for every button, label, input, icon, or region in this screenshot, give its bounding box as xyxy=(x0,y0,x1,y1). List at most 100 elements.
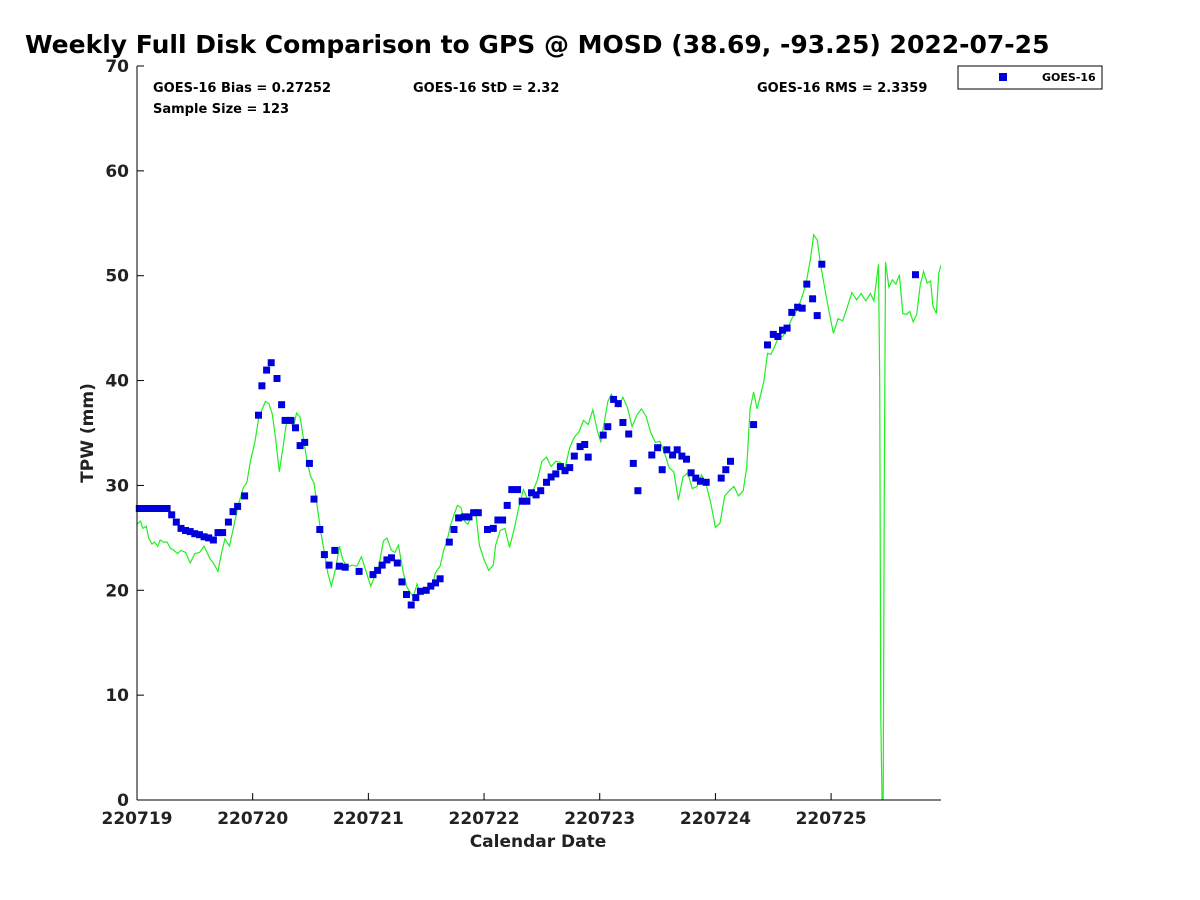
goes16-point xyxy=(196,531,203,539)
goes16-point xyxy=(717,474,725,482)
goes16-point xyxy=(581,441,589,448)
goes16-point xyxy=(214,529,222,537)
y-tick-label: 70 xyxy=(105,57,129,77)
goes16-point xyxy=(460,513,468,521)
goes16-point xyxy=(584,453,592,461)
goes16-point xyxy=(281,416,289,424)
goes16-point xyxy=(561,467,569,475)
goes16-point xyxy=(229,508,237,516)
goes16-point xyxy=(629,459,637,467)
x-axis-label: Calendar Date xyxy=(470,832,607,852)
goes16-point xyxy=(683,455,690,463)
goes16-point xyxy=(241,492,249,500)
goes16-point xyxy=(341,563,349,571)
y-axis-label: TPW (mm) xyxy=(78,383,98,483)
goes16-point xyxy=(305,459,313,467)
plot-frame xyxy=(137,66,941,800)
goes16-point xyxy=(191,530,199,538)
goes16-point xyxy=(465,513,473,521)
goes16-point xyxy=(331,546,339,554)
goes16-point xyxy=(818,260,826,268)
goes16-point xyxy=(543,478,550,486)
goes16-point xyxy=(335,562,343,570)
goes16-point xyxy=(783,324,791,332)
goes16-point xyxy=(537,487,545,495)
goes16-point xyxy=(436,575,444,583)
goes16-point xyxy=(678,452,686,460)
goes16-point xyxy=(182,527,190,534)
goes16-point xyxy=(145,505,153,512)
x-tick-label: 220719 xyxy=(102,809,173,829)
x-tick-label: 220723 xyxy=(564,809,635,829)
goes16-point xyxy=(727,457,734,465)
goes16-point xyxy=(263,366,271,374)
goes16-point xyxy=(658,466,666,474)
goes16-point xyxy=(494,516,502,524)
goes16-point xyxy=(416,587,424,595)
goes16-point xyxy=(388,554,395,562)
x-tick-label: 220720 xyxy=(217,809,288,829)
goes16-point xyxy=(764,341,771,349)
goes16-point xyxy=(798,304,806,312)
x-tick-label: 220725 xyxy=(796,809,867,829)
goes16-point xyxy=(532,491,540,499)
legend-box xyxy=(957,65,1103,90)
goes16-point xyxy=(604,423,612,431)
goes16-point xyxy=(552,470,560,478)
goes16-point xyxy=(374,566,382,574)
goes16-point xyxy=(547,473,555,481)
x-tick-label: 220721 xyxy=(333,809,404,829)
legend: GOES-16 xyxy=(957,65,1103,90)
goes16-point xyxy=(514,486,522,494)
legend-label: GOES-16 xyxy=(1042,71,1096,84)
goes16-point xyxy=(177,524,185,532)
goes16-point xyxy=(407,601,415,609)
goes16-point xyxy=(320,551,328,559)
goes16-point xyxy=(135,505,143,512)
goes16-point xyxy=(484,526,491,533)
goes16-point xyxy=(172,518,180,526)
legend-marker xyxy=(999,73,1007,81)
goes16-point xyxy=(427,582,435,590)
goes16-point xyxy=(445,538,453,546)
sample-size-stat: Sample Size = 123 xyxy=(153,102,289,117)
goes16-point xyxy=(393,559,401,567)
goes16-point xyxy=(648,451,656,459)
goes16-point xyxy=(219,529,227,537)
goes16-point xyxy=(610,395,618,403)
goes16-point xyxy=(556,463,564,471)
chart-title: Weekly Full Disk Comparison to GPS @ MOS… xyxy=(25,30,1050,59)
goes16-point xyxy=(258,382,266,390)
goes16-point xyxy=(566,464,574,472)
goes16-point xyxy=(301,438,309,446)
goes16-point xyxy=(809,295,817,303)
goes16-point xyxy=(702,478,710,486)
y-tick-label: 20 xyxy=(105,581,129,601)
goes16-point xyxy=(403,591,410,598)
goes16-point xyxy=(570,452,578,460)
goes16-point xyxy=(369,571,377,579)
goes16-point xyxy=(255,411,262,419)
gps-series-line xyxy=(137,233,941,800)
x-tick-label: 220722 xyxy=(449,809,520,829)
goes16-point xyxy=(669,451,677,459)
goes16-point xyxy=(518,497,526,505)
goes16-point xyxy=(470,509,478,517)
goes16-point xyxy=(788,308,796,316)
goes16-point xyxy=(278,401,286,409)
goes16-point xyxy=(599,431,607,439)
y-tick-label: 40 xyxy=(105,372,129,392)
goes16-point xyxy=(450,526,458,533)
goes16-point xyxy=(508,486,516,494)
goes16-point xyxy=(149,505,157,512)
goes16-point xyxy=(205,534,213,542)
goes16-point xyxy=(398,578,406,586)
goes16-point xyxy=(625,430,633,438)
goes16-point xyxy=(186,528,194,536)
y-tick-label: 10 xyxy=(105,686,129,706)
goes16-point xyxy=(140,505,148,512)
rms-stat: GOES-16 RMS = 2.3359 xyxy=(757,81,927,96)
goes16-point xyxy=(687,469,695,477)
goes16-point xyxy=(769,330,777,338)
